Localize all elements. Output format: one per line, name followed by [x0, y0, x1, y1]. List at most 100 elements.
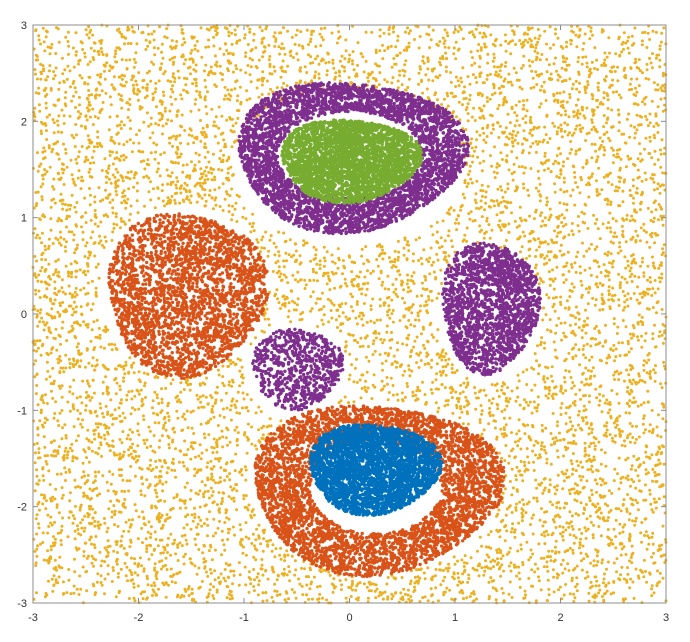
data-point: [233, 403, 237, 407]
data-point: [602, 125, 606, 129]
data-point: [132, 141, 136, 145]
data-point: [92, 149, 96, 153]
data-point: [465, 185, 469, 189]
data-point: [660, 554, 664, 558]
data-point: [579, 397, 582, 401]
data-point: [120, 441, 124, 445]
data-point: [230, 384, 234, 388]
data-point: [127, 187, 131, 191]
data-point: [521, 423, 525, 426]
data-point: [545, 203, 549, 207]
data-point: [282, 46, 286, 50]
data-point: [481, 126, 485, 130]
data-point: [91, 356, 95, 360]
data-point: [118, 401, 122, 405]
data-point: [42, 401, 46, 405]
data-point: [40, 394, 44, 398]
data-point: [120, 219, 124, 223]
data-point: [198, 383, 202, 387]
data-point: [402, 253, 406, 257]
data-point: [217, 186, 221, 190]
data-point: [74, 286, 78, 290]
data-point: [589, 273, 593, 277]
data-point: [203, 490, 207, 494]
data-point: [68, 366, 72, 370]
data-point: [206, 489, 210, 493]
data-point: [554, 392, 558, 396]
data-point: [654, 114, 658, 118]
data-point: [275, 593, 279, 597]
data-point: [445, 91, 449, 95]
data-point: [74, 90, 78, 94]
data-point: [480, 94, 484, 98]
data-point: [658, 462, 662, 465]
data-point: [117, 46, 121, 50]
data-point: [380, 379, 384, 383]
data-point: [629, 297, 633, 300]
data-point: [472, 149, 476, 153]
data-point: [104, 375, 108, 379]
data-point: [616, 152, 619, 156]
data-point: [87, 170, 91, 174]
data-point: [316, 54, 320, 58]
data-point: [200, 480, 204, 484]
data-point: [153, 488, 157, 492]
data-point: [223, 85, 227, 89]
data-point: [621, 502, 625, 506]
data-point: [519, 447, 523, 451]
data-point: [585, 106, 589, 110]
data-point: [562, 265, 566, 269]
data-point: [587, 599, 591, 603]
data-point: [620, 565, 624, 569]
data-point: [250, 225, 254, 229]
data-point: [156, 46, 160, 50]
data-point: [530, 411, 534, 415]
data-point: [213, 72, 217, 76]
data-point: [531, 127, 535, 131]
data-point: [101, 53, 105, 57]
data-point: [499, 185, 503, 189]
data-point: [653, 470, 657, 474]
data-point: [398, 273, 402, 277]
data-point: [182, 464, 186, 468]
data-point: [534, 46, 538, 50]
data-point: [607, 221, 610, 225]
data-point: [584, 503, 588, 506]
data-point: [229, 404, 233, 408]
data-point: [608, 139, 612, 143]
data-point: [614, 355, 618, 359]
data-point: [556, 112, 560, 115]
data-point: [257, 58, 261, 62]
data-point: [443, 404, 447, 408]
data-point: [626, 259, 630, 263]
data-point: [622, 599, 626, 603]
data-point: [634, 131, 637, 135]
data-point: [496, 557, 499, 561]
data-point: [495, 389, 499, 393]
data-point: [456, 576, 460, 580]
data-point: [605, 428, 609, 432]
data-point: [165, 168, 169, 172]
data-point: [462, 597, 465, 601]
data-point: [452, 31, 456, 34]
data-point: [93, 213, 97, 217]
data-point: [344, 38, 348, 42]
data-point: [574, 442, 578, 446]
data-point: [73, 145, 77, 148]
data-point: [402, 74, 406, 78]
data-point: [229, 418, 233, 422]
data-point: [297, 577, 300, 581]
data-point: [484, 141, 488, 144]
data-point: [268, 72, 272, 76]
data-point: [73, 290, 77, 294]
data-point: [275, 578, 279, 582]
data-point: [590, 128, 594, 132]
data-point: [577, 409, 581, 413]
data-point: [485, 96, 489, 100]
data-point: [214, 398, 218, 402]
data-point: [652, 216, 656, 220]
data-point: [412, 345, 416, 349]
data-point: [87, 460, 91, 464]
data-point: [650, 594, 654, 598]
data-point: [360, 254, 364, 258]
